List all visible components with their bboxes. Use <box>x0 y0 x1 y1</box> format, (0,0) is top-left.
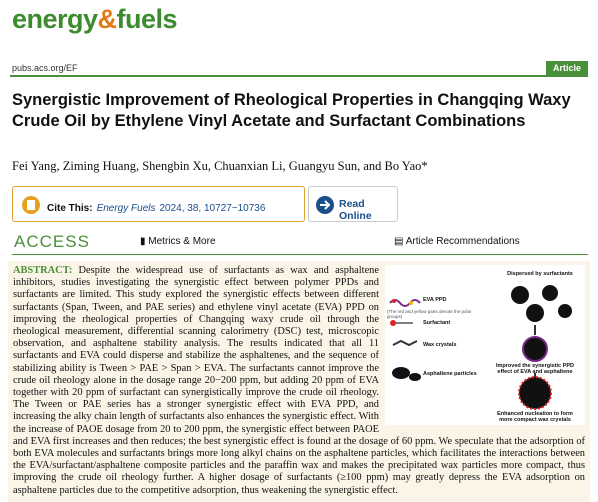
fig-label: Asphaltene particles <box>423 371 477 377</box>
fig-label: EVA PPD <box>423 297 447 303</box>
paper-title: Synergistic Improvement of Rheological P… <box>12 91 571 130</box>
fig-label: Enhanced nucleation to form more compact… <box>497 411 573 423</box>
fig-label: Dispersed by surfactants <box>507 271 573 277</box>
header-bar <box>10 62 588 77</box>
read-icon <box>316 196 334 214</box>
abstract-label: ABSTRACT: <box>13 265 73 276</box>
cite-icon <box>22 196 40 214</box>
read-label: Read Online <box>339 198 372 222</box>
fig-label: Surfactant <box>423 320 451 326</box>
recs-label: Article Recommendations <box>405 236 520 247</box>
abstract-text: Despite the widespread use of surfactant… <box>13 265 585 496</box>
authors: Fei Yang, Ziming Huang, Shengbin Xu, Chu… <box>12 159 428 173</box>
logo-part: energy <box>12 4 98 34</box>
abstract: Dispersed by surfactants EVA PPD (The re… <box>8 261 590 502</box>
access-label: ACCESS <box>14 232 90 251</box>
cite-journal[interactable]: Energy Fuels <box>96 203 156 214</box>
access-row: ACCESS ▮ Metrics & More ▤ Article Recomm… <box>12 232 588 255</box>
fig-label: (The red and yellow parts denote the pol… <box>387 309 472 319</box>
recs-link[interactable]: ▤ Article Recommendations <box>394 236 520 247</box>
fig-label: Improved the synergistic PPD effect of E… <box>496 363 574 375</box>
fig-label: Wax crystals <box>423 342 457 348</box>
article-badge: Article <box>545 61 588 75</box>
toc-shapes <box>389 285 572 410</box>
metrics-label: Metrics & More <box>148 236 216 247</box>
journal-logo[interactable]: energy&fuels <box>12 4 178 35</box>
cite-box: Cite This: Energy Fuels 2024, 38, 10727−… <box>12 186 305 222</box>
cite-label: Cite This: <box>47 203 93 214</box>
journal-url[interactable]: pubs.acs.org/EF <box>12 63 78 73</box>
cite-ref: 2024, 38, 10727−10736 <box>159 203 266 214</box>
logo-part: & <box>97 4 118 34</box>
toc-graphic: Dispersed by surfactants EVA PPD (The re… <box>385 265 585 425</box>
logo-part: fuels <box>116 4 178 34</box>
read-online-button[interactable]: Read Online <box>308 186 398 222</box>
metrics-link[interactable]: ▮ Metrics & More <box>140 236 216 247</box>
